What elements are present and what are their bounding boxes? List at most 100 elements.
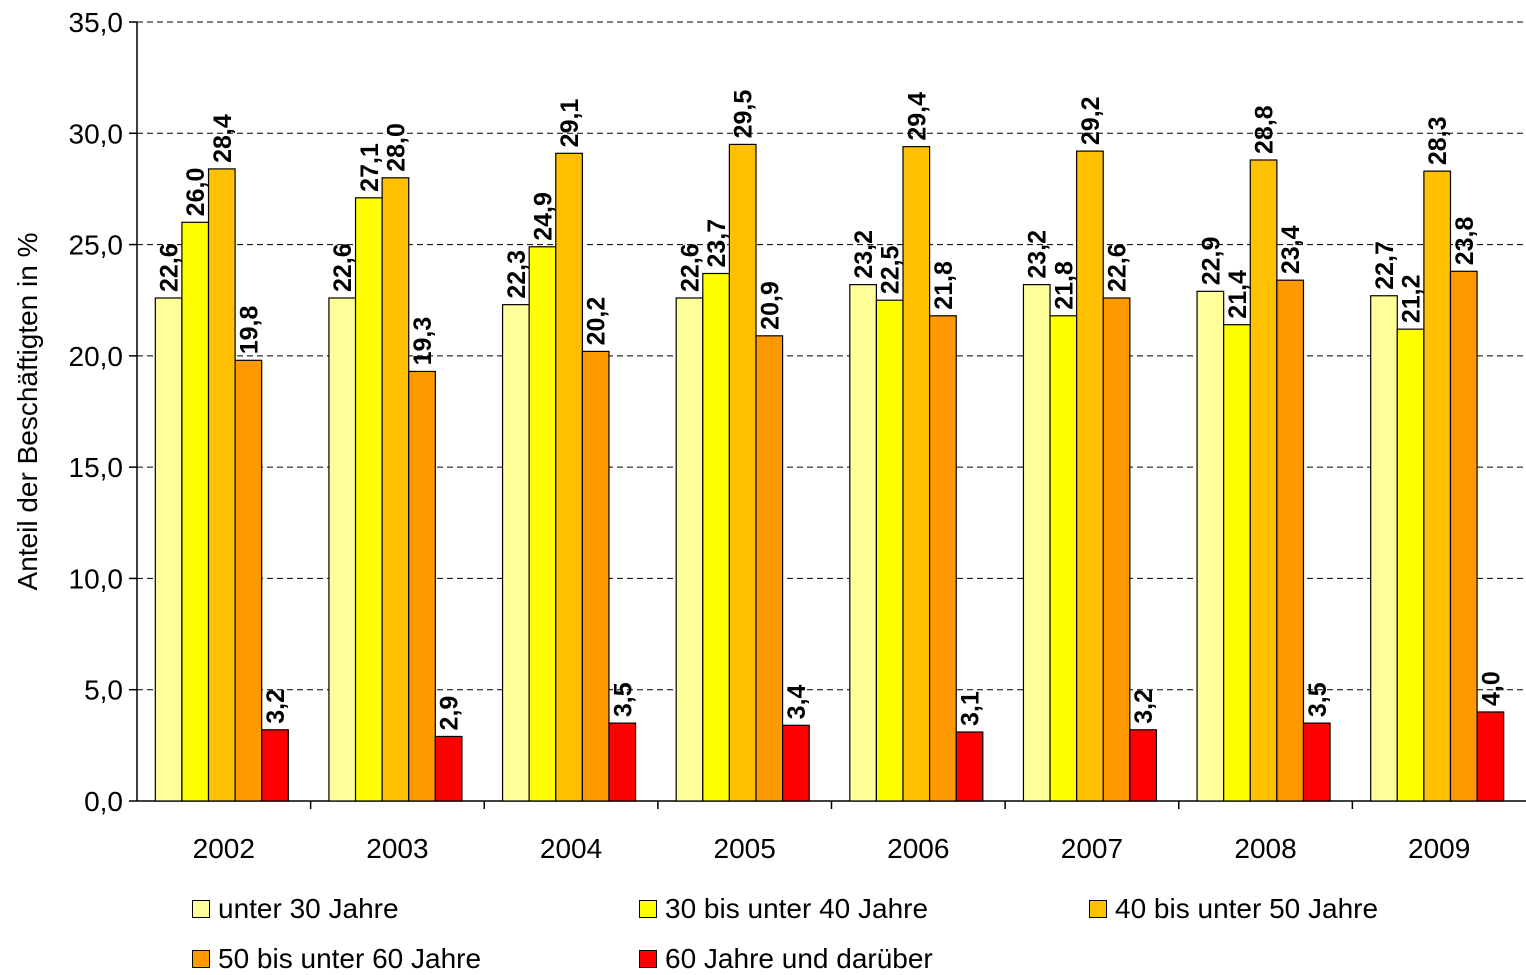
bar [234,359,263,802]
data-label: 26,0 [182,168,210,217]
data-label: 24,9 [529,192,557,241]
data-label: 28,3 [1424,116,1452,165]
x-tick-label: 2009 [1408,833,1470,864]
bar [1249,159,1278,802]
bar [929,315,957,802]
y-tick-label: 15,0 [69,452,124,483]
legend-item-30-40: 30 bis unter 40 Jahre [639,893,928,925]
bar [875,299,904,802]
data-label: 3,4 [783,684,811,719]
y-tick-label: 5,0 [84,675,123,706]
y-tick-label: 35,0 [69,7,124,38]
data-label: 3,2 [1130,689,1158,724]
data-label: 4,0 [1477,671,1505,706]
bar [1476,711,1505,802]
data-label: 3,5 [1304,682,1332,717]
bar [849,284,878,802]
bar [1302,722,1331,802]
data-label: 29,5 [730,90,758,139]
bar [781,724,810,802]
data-label: 21,8 [1050,261,1078,310]
data-label: 23,2 [850,230,878,279]
data-label: 21,2 [1398,274,1426,323]
x-tick-label: 2007 [1061,833,1123,864]
legend-swatch-30-40 [639,900,657,918]
bar [328,297,357,802]
legend: unter 30 Jahre 30 bis unter 40 Jahre 40 … [192,893,1512,975]
data-label: 3,2 [262,689,290,724]
bar [1396,328,1425,802]
legend-label-50-60: 50 bis unter 60 Jahre [218,943,482,974]
legend-swatch-under-30 [192,900,210,918]
bar [755,335,784,802]
legend-item-50-60: 50 bis unter 60 Jahre [192,943,481,975]
data-label: 2,9 [436,696,464,731]
bar [528,246,557,802]
bar [261,729,289,802]
data-label: 20,2 [583,297,611,346]
bar [1102,297,1131,802]
bar [1129,729,1158,802]
bar [608,722,637,802]
data-label: 20,9 [756,281,784,330]
data-label: 29,1 [556,99,584,148]
data-label: 23,4 [1277,225,1305,274]
bar [1370,295,1398,802]
x-tick-label: 2002 [193,833,255,864]
x-tick-label: 2005 [714,833,776,864]
data-label: 21,4 [1224,270,1252,319]
y-tick-label: 0,0 [84,786,123,817]
bar [1449,270,1478,802]
data-label: 19,3 [409,317,437,366]
data-label: 23,8 [1451,217,1479,266]
y-tick-label: 10,0 [69,563,124,594]
bar [581,350,610,802]
legend-item-40-50: 40 bis unter 50 Jahre [1089,893,1378,925]
data-label: 22,7 [1371,241,1399,290]
data-label: 22,3 [503,250,531,299]
data-label: 21,8 [930,261,958,310]
bar [501,304,530,802]
data-label: 29,4 [903,92,931,141]
bar [1049,315,1078,802]
x-tick-label: 2008 [1234,833,1296,864]
bar [1196,290,1225,802]
y-tick-label: 20,0 [69,341,124,372]
legend-item-60-plus: 60 Jahre und darüber [639,943,933,975]
data-label: 27,1 [356,143,384,192]
data-label: 3,1 [957,691,985,726]
bar [181,221,210,802]
data-label: 28,0 [382,123,410,172]
bar [434,735,463,802]
bar [902,146,931,802]
bar [1276,279,1305,802]
bar [381,177,410,802]
data-label: 28,4 [209,114,237,163]
legend-label-30-40: 30 bis unter 40 Jahre [665,893,929,924]
legend-label-under-30: unter 30 Jahre [218,893,399,924]
bar [1223,324,1251,802]
bar [1423,170,1452,802]
data-label: 22,9 [1197,237,1225,286]
bar [728,143,757,802]
y-axis-title: Anteil der Beschäftigten in % [12,233,43,591]
x-tick-label: 2006 [887,833,949,864]
data-label: 22,6 [676,243,704,292]
legend-label-60-plus: 60 Jahre und darüber [665,943,933,974]
legend-item-under-30: unter 30 Jahre [192,893,399,925]
data-label: 22,6 [156,243,184,292]
bar [154,297,183,802]
bar [675,297,704,802]
data-label: 22,5 [877,245,905,294]
data-label: 29,2 [1077,96,1105,145]
bar [207,168,236,802]
bar [955,731,984,802]
bar [1076,150,1104,802]
data-label: 23,7 [703,219,731,268]
bar [1022,284,1051,802]
legend-swatch-40-50 [1089,900,1107,918]
x-tick-label: 2003 [366,833,428,864]
y-tick-label: 30,0 [69,118,124,149]
data-label: 22,6 [1104,243,1132,292]
